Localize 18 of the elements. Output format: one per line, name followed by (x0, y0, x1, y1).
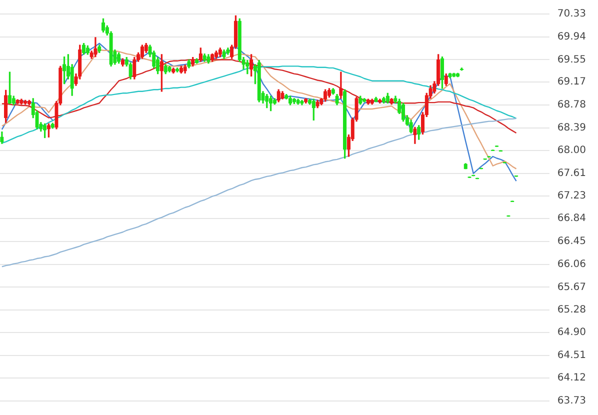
y-tick-label: 67.61 (557, 168, 586, 180)
y-tick-label: 69.17 (557, 76, 586, 88)
y-tick-label: 66.84 (557, 213, 586, 224)
y-tick-label: 68.39 (557, 122, 586, 134)
y-tick-label: 63.73 (557, 396, 586, 407)
y-tick-label: 69.94 (557, 31, 586, 42)
y-tick-label: 66.45 (557, 236, 586, 248)
y-tick-label: 64.90 (557, 326, 586, 338)
y-tick-label: 68.00 (557, 145, 586, 156)
y-tick-label: 65.67 (557, 282, 586, 293)
y-tick-label: 68.78 (557, 99, 586, 110)
y-tick-label: 66.06 (557, 258, 586, 270)
y-tick-label: 64.12 (557, 372, 586, 384)
y-tick-label: 64.51 (557, 350, 586, 361)
y-tick-label: 70.33 (557, 8, 586, 20)
y-tick-label: 69.55 (557, 54, 586, 66)
y-tick-label: 65.28 (557, 304, 586, 316)
y-tick-label: 67.23 (557, 190, 586, 202)
